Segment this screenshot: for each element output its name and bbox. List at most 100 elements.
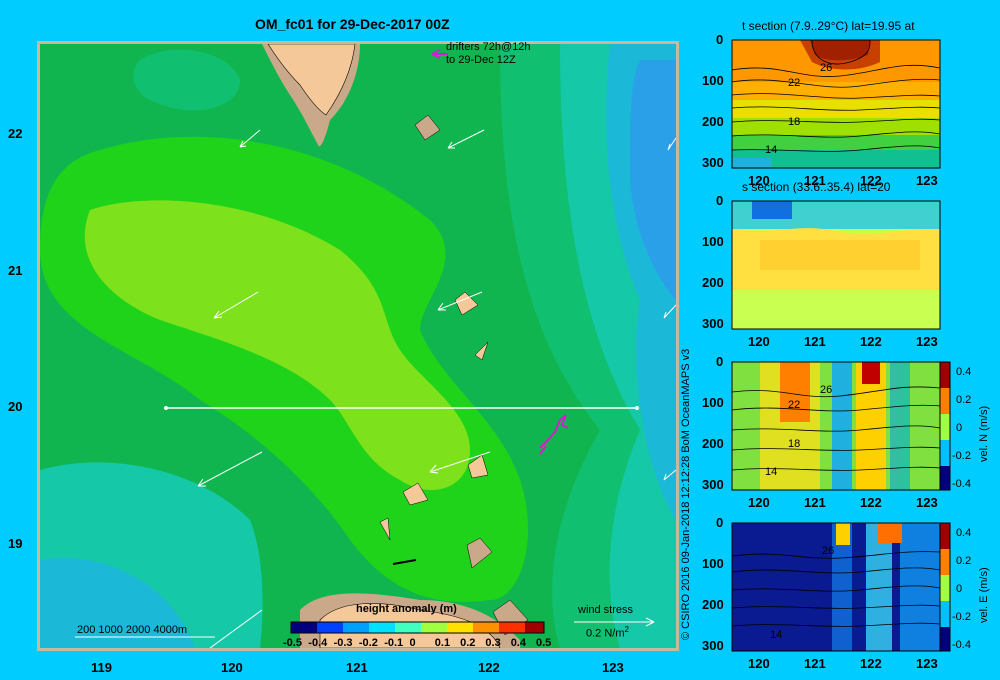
- panel-velocity-north: [731, 361, 941, 491]
- panel-colorbar-tick-label: 0.2: [956, 394, 972, 406]
- panel-x-tick-label: 121: [804, 495, 826, 510]
- panel-colorbar-tick-label: -0.4: [952, 478, 971, 490]
- panel-x-tick-label: 120: [748, 656, 770, 671]
- ssh-contour-center-2: [84, 200, 470, 491]
- panel-y-tick-label: 300: [702, 477, 724, 492]
- contour-label: 18: [788, 438, 801, 450]
- colorbar-tick-label: 0.1: [434, 637, 451, 649]
- panel-y-tick-label: 0: [716, 354, 724, 369]
- section-marker: [392, 559, 417, 565]
- panel-x-tick-label: 120: [748, 495, 770, 510]
- contour-label: 26: [820, 62, 833, 74]
- colorbar-tick-label: 0: [409, 637, 416, 649]
- drifter-tracks: [431, 49, 569, 455]
- panel-y-tick-label: 0: [716, 515, 724, 530]
- ssh-contour-nw: [133, 49, 240, 111]
- panel-x-tick-label: 123: [916, 173, 938, 188]
- height-anomaly-colorbar: [290, 621, 545, 634]
- panel-x-tick-label: 120: [748, 173, 770, 188]
- x-tick-label: 123: [602, 660, 624, 675]
- panel-x-tick-label: 122: [860, 334, 882, 349]
- colorbar-tick-label: 0.5: [536, 637, 552, 649]
- panel-x-tick-label: 121: [804, 656, 826, 671]
- colorbar-tick-label: -0.1: [384, 637, 404, 649]
- map-title: OM_fc01 for 29-Dec-2017 00Z: [255, 16, 450, 32]
- panel-x-tick-label: 120: [748, 334, 770, 349]
- panel-y-tick-label: 200: [702, 597, 724, 612]
- colorbar-tick-label: -0.5: [283, 637, 302, 649]
- contour-label: 18: [788, 116, 801, 128]
- panel-colorbar-label: vel. E (m/s): [978, 567, 990, 623]
- y-tick-label: 21: [8, 263, 23, 278]
- panel-x-tick-label: 123: [916, 334, 938, 349]
- panel-y-tick-label: 100: [702, 234, 724, 249]
- panel-x-tick-label: 121: [804, 334, 826, 349]
- panel-y-tick-label: 300: [702, 316, 724, 331]
- panel-y-tick-label: 100: [702, 556, 724, 571]
- panel-y-tick-label: 300: [702, 155, 724, 170]
- island: [414, 114, 441, 141]
- panel-colorbar-north: [939, 361, 951, 491]
- panel-colorbar-tick-label: -0.4: [952, 639, 971, 651]
- panel-velocity-east: [731, 522, 941, 652]
- panel-y-tick-label: 200: [702, 436, 724, 451]
- y-tick-label: 22: [8, 126, 23, 141]
- panel-title: s section (33.6..35.4) lat=20: [742, 180, 891, 194]
- wind-stress-label: wind stress: [578, 604, 634, 616]
- panel-title: t section (7.9..29°C) lat=19.95 at: [742, 19, 915, 33]
- panel-colorbar-label: vel. N (m/s): [978, 405, 990, 462]
- colorbar-title: height anomaly (m): [356, 603, 457, 615]
- drifters-label-time: to 29-Dec 12Z: [446, 54, 516, 66]
- bathymetry-label: 200 1000 2000 4000m: [77, 624, 188, 636]
- island: [467, 454, 489, 479]
- contour-label: 26: [822, 545, 835, 557]
- x-tick-label: 120: [221, 660, 243, 675]
- island: [402, 482, 429, 506]
- colorbar-tick-label: 0.4: [510, 637, 526, 649]
- copyright-text: © CSIRO 2016 09-Jan-2018 12:12:28 BoM Oc…: [680, 348, 692, 640]
- contour-label: 14: [770, 629, 783, 641]
- panel-y-tick-label: 200: [702, 275, 724, 290]
- colorbar-tick-label: -0.4: [308, 637, 328, 649]
- wind-stress-arrows: [197, 129, 676, 648]
- panel-salinity: [731, 200, 941, 330]
- colorbar-tick-label: -0.2: [358, 637, 378, 649]
- panel-x-tick-label: 121: [804, 173, 826, 188]
- contour-label: 22: [788, 399, 801, 411]
- contour-label: 14: [765, 144, 778, 156]
- panel-colorbar-tick-label: 0.2: [956, 555, 972, 567]
- island: [454, 291, 479, 316]
- panel-colorbar-east: [939, 522, 951, 652]
- panel-colorbar-tick-label: 0: [956, 583, 963, 595]
- panel-colorbar-tick-label: 0.4: [956, 527, 972, 539]
- contour-label: 26: [820, 384, 833, 396]
- island: [379, 517, 391, 541]
- panel-y-tick-label: 100: [702, 73, 724, 88]
- panel-x-tick-label: 122: [860, 495, 882, 510]
- x-tick-label: 119: [91, 660, 112, 675]
- drifters-label: drifters 72h@12h: [446, 41, 531, 53]
- wind-stress-scale: 0.2 N/m2: [586, 625, 629, 640]
- panel-x-tick-label: 123: [916, 656, 938, 671]
- x-tick-label: 121: [346, 660, 368, 675]
- panel-y-tick-label: 0: [716, 32, 724, 47]
- island: [474, 341, 489, 361]
- land-north: [267, 44, 356, 116]
- panel-x-tick-label: 122: [860, 173, 882, 188]
- panel-temperature: [731, 39, 941, 169]
- panel-colorbar-tick-label: 0.4: [956, 366, 972, 378]
- y-tick-label: 20: [8, 399, 23, 414]
- panel-y-tick-label: 300: [702, 638, 724, 653]
- x-tick-label: 122: [478, 660, 500, 675]
- panel-y-tick-label: 0: [716, 193, 724, 208]
- panel-y-tick-label: 200: [702, 114, 724, 129]
- panel-colorbar-tick-label: 0: [956, 422, 963, 434]
- panel-colorbar-tick-label: -0.2: [952, 450, 971, 462]
- contour-label: 14: [765, 466, 778, 478]
- panel-x-tick-label: 123: [916, 495, 938, 510]
- panel-x-tick-label: 122: [860, 656, 882, 671]
- contour-label: 22: [788, 77, 801, 89]
- panel-colorbar-tick-label: -0.2: [952, 611, 971, 623]
